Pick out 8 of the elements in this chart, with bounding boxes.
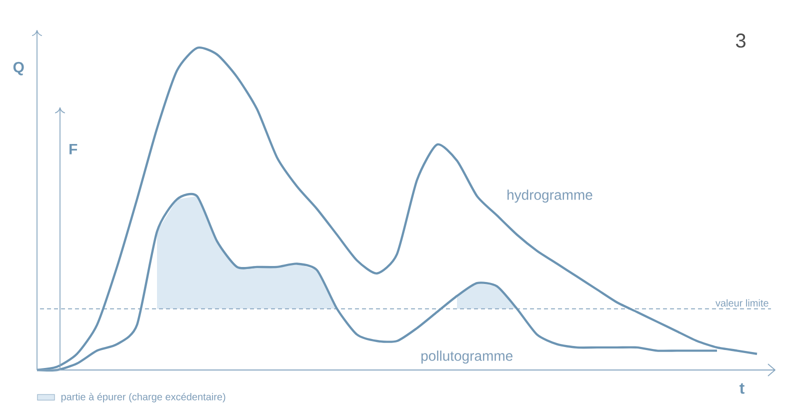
ref-line-label: valeur limite bbox=[715, 299, 768, 307]
y-axis-title: Q bbox=[13, 62, 24, 76]
x-axis-title: t bbox=[740, 383, 744, 394]
series-label: hydrogramme bbox=[508, 190, 592, 203]
text: 3 bbox=[736, 34, 746, 48]
y2-axis-title: F bbox=[70, 144, 78, 154]
legend-label: partie à épurer (charge excédentaire) bbox=[61, 393, 226, 402]
series-label: pollutogramme bbox=[421, 350, 512, 364]
